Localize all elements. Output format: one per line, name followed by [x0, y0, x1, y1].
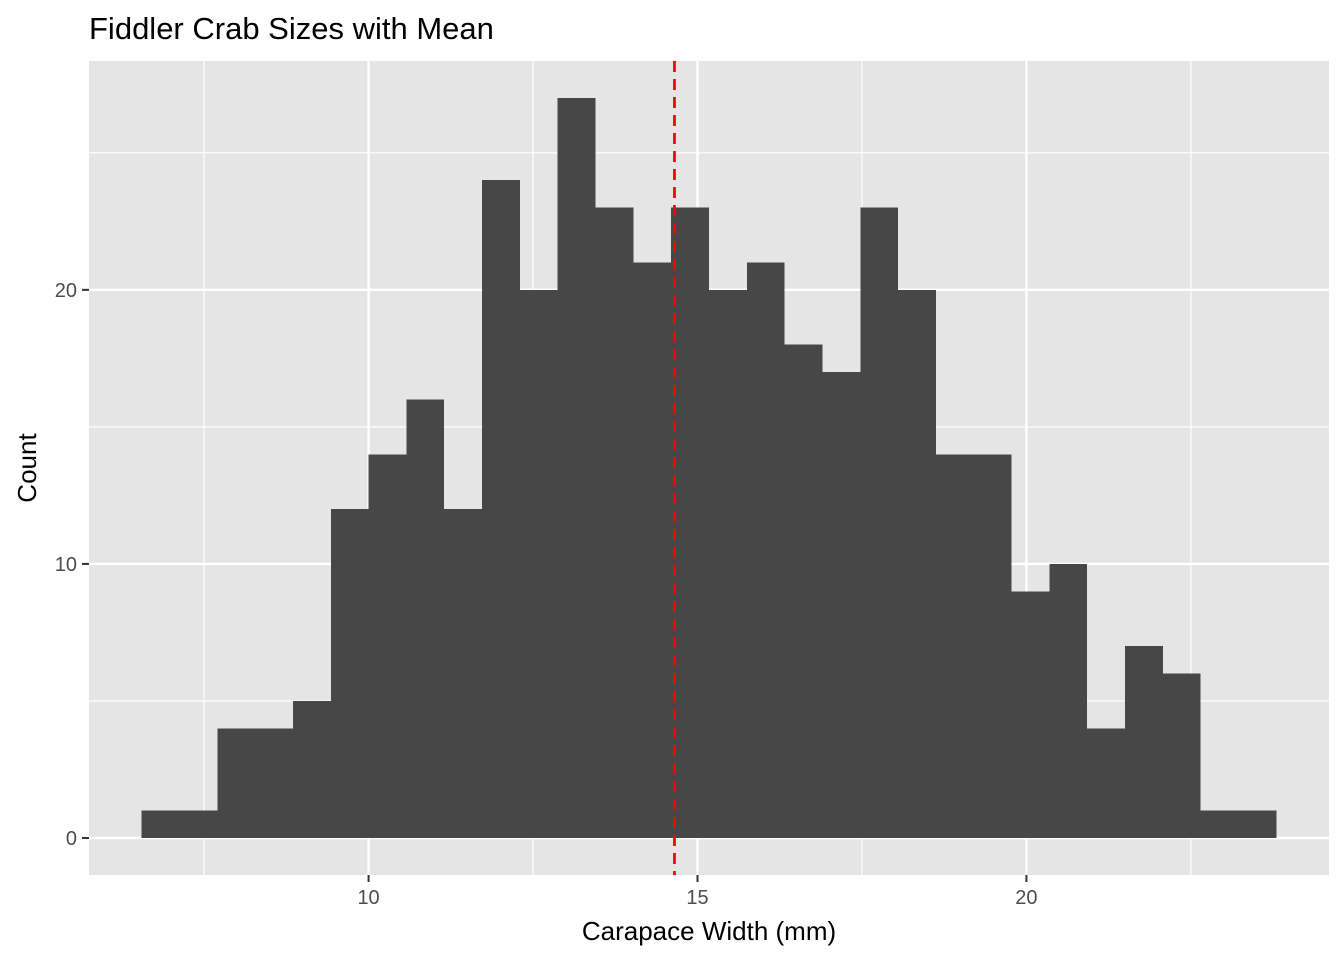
- histogram-bar: [973, 454, 1012, 838]
- histogram-bar: [709, 289, 747, 839]
- histogram-bar: [898, 289, 936, 839]
- histogram-bar: [595, 207, 634, 838]
- histogram-bar: [822, 372, 861, 838]
- histogram-bar: [444, 509, 483, 838]
- histogram-bar: [519, 289, 558, 839]
- y-tick-label: 20: [55, 280, 77, 302]
- y-axis-title: Count: [12, 433, 42, 503]
- histogram-bar: [557, 98, 596, 838]
- histogram-bar: [746, 262, 785, 838]
- histogram-bar: [860, 207, 899, 838]
- y-tick-label: 10: [55, 554, 77, 576]
- histogram-bar: [292, 700, 331, 838]
- x-tick-label: 15: [686, 887, 708, 909]
- histogram-bars: [141, 98, 1277, 839]
- histogram-bar: [1011, 591, 1050, 838]
- chart-title: Fiddler Crab Sizes with Mean: [89, 11, 494, 46]
- histogram-bar: [784, 344, 823, 838]
- histogram-bar: [482, 180, 520, 838]
- y-axis: 0 10 20: [55, 280, 89, 850]
- histogram-bar: [330, 509, 369, 838]
- histogram-bar: [217, 728, 256, 838]
- x-axis-title: Carapace Width (mm): [582, 916, 836, 946]
- histogram-bar: [1162, 673, 1201, 838]
- histogram-bar: [671, 207, 709, 838]
- histogram-bar: [1238, 810, 1277, 838]
- x-axis: 10 15 20: [357, 875, 1038, 909]
- histogram-bar: [1125, 646, 1163, 838]
- histogram-bar: [406, 399, 445, 838]
- histogram-bar: [633, 262, 672, 838]
- histogram-bar: [1200, 810, 1239, 838]
- x-tick-label: 20: [1015, 887, 1037, 909]
- histogram-bar: [141, 810, 180, 838]
- histogram-bar: [368, 454, 407, 838]
- y-tick-label: 0: [66, 828, 77, 850]
- histogram-bar: [935, 454, 974, 838]
- histogram-bar: [1049, 563, 1088, 838]
- histogram-bar: [255, 728, 293, 838]
- histogram-bar: [179, 810, 218, 838]
- x-tick-label: 10: [357, 887, 379, 909]
- histogram-bar: [1087, 728, 1126, 838]
